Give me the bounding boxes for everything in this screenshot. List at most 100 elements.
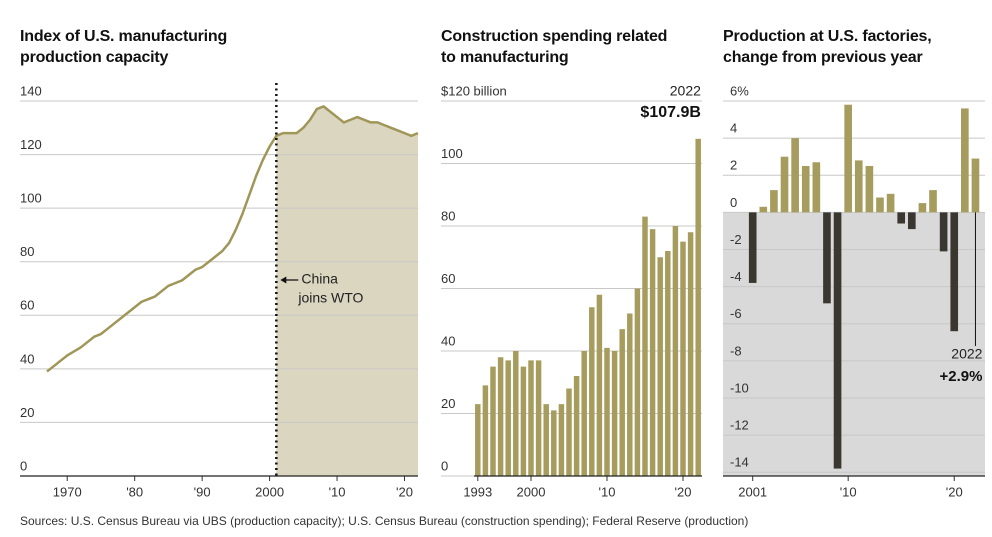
annotation-value: $107.9B bbox=[640, 104, 701, 121]
bar bbox=[596, 294, 603, 476]
bar bbox=[482, 385, 489, 476]
bar bbox=[634, 288, 641, 476]
bar bbox=[551, 410, 557, 476]
chart-title: Production at U.S. factories, change fro… bbox=[723, 28, 932, 66]
bar bbox=[907, 212, 916, 230]
y-tick-label: $120 billion bbox=[441, 83, 507, 98]
y-tick-label: -4 bbox=[730, 269, 742, 284]
x-tick-label: '20 bbox=[946, 484, 963, 499]
x-tick-label: 2000 bbox=[517, 484, 546, 499]
bar bbox=[748, 212, 757, 283]
y-tick-label: 60 bbox=[441, 271, 455, 286]
bar bbox=[897, 212, 906, 224]
x-tick-label: 2000 bbox=[255, 484, 284, 499]
line bbox=[46, 105, 419, 373]
x-tick-label: 1970 bbox=[53, 484, 82, 499]
bar bbox=[950, 212, 959, 332]
bar bbox=[854, 160, 863, 213]
y-tick-label: -12 bbox=[730, 418, 749, 433]
bar bbox=[823, 212, 831, 304]
bar bbox=[886, 193, 895, 213]
bar bbox=[665, 251, 671, 476]
bar bbox=[844, 104, 852, 213]
bar bbox=[929, 190, 937, 213]
y-tick-label: -6 bbox=[730, 306, 742, 321]
y-tick-label: -2 bbox=[730, 232, 742, 247]
bar bbox=[581, 351, 587, 476]
chart-title: Index of U.S. manufacturing production c… bbox=[20, 28, 228, 66]
y-tick-label: 0 bbox=[730, 195, 737, 210]
bar bbox=[918, 203, 927, 213]
y-tick-label: 60 bbox=[20, 298, 34, 313]
annotation-text: China bbox=[301, 271, 338, 287]
y-tick-label: 100 bbox=[441, 146, 463, 161]
y-tick-label: 2 bbox=[730, 158, 737, 173]
x-tick-label: '20 bbox=[675, 484, 692, 499]
bar bbox=[971, 158, 980, 213]
annotation-text: joins WTO bbox=[297, 290, 363, 306]
footer: Sources: U.S. Census Bureau via UBS (pro… bbox=[20, 514, 749, 528]
chart-title: Construction spending related to manufac… bbox=[441, 28, 668, 66]
bar bbox=[558, 404, 565, 476]
bar bbox=[939, 212, 948, 252]
annotation-label: 2022 bbox=[670, 83, 701, 99]
bar bbox=[535, 360, 542, 476]
bar bbox=[876, 197, 884, 213]
bar bbox=[865, 165, 874, 213]
bar bbox=[589, 307, 595, 476]
bar bbox=[833, 212, 842, 469]
y-tick-label: 0 bbox=[20, 458, 27, 473]
bar bbox=[657, 257, 663, 476]
annotation-label: 2022 bbox=[951, 346, 982, 362]
bar bbox=[566, 388, 572, 476]
bar bbox=[619, 329, 625, 476]
x-tick-label: '10 bbox=[329, 484, 346, 499]
bar bbox=[791, 138, 799, 213]
bar bbox=[961, 108, 969, 213]
y-tick-label: 100 bbox=[20, 191, 42, 206]
bar bbox=[520, 366, 527, 476]
bar bbox=[649, 229, 656, 476]
x-tick-label: 2001 bbox=[738, 484, 767, 499]
bar bbox=[687, 232, 694, 476]
x-tick-label: '90 bbox=[194, 484, 211, 499]
bar bbox=[672, 226, 679, 476]
bar bbox=[642, 216, 648, 476]
y-tick-label: 4 bbox=[730, 121, 737, 136]
bar bbox=[528, 360, 534, 476]
bar bbox=[780, 156, 789, 213]
bar bbox=[497, 357, 504, 476]
y-tick-label: -14 bbox=[730, 455, 749, 470]
y-tick-label: 140 bbox=[20, 83, 42, 98]
bar bbox=[680, 241, 686, 476]
y-tick-label: 80 bbox=[441, 208, 455, 223]
bar bbox=[573, 376, 580, 476]
bar bbox=[543, 404, 549, 476]
bar bbox=[513, 351, 519, 476]
bar bbox=[475, 404, 481, 476]
y-tick-label: -8 bbox=[730, 343, 742, 358]
y-tick-label: 40 bbox=[441, 333, 455, 348]
y-tick-label: 0 bbox=[441, 458, 448, 473]
shaded-area bbox=[276, 106, 418, 476]
bar bbox=[759, 206, 768, 213]
x-tick-label: '10 bbox=[840, 484, 857, 499]
bar bbox=[770, 190, 778, 213]
x-tick-label: '80 bbox=[126, 484, 143, 499]
bar bbox=[604, 347, 610, 476]
y-tick-label: 80 bbox=[20, 244, 34, 259]
y-tick-label: 20 bbox=[441, 396, 455, 411]
bar bbox=[627, 313, 633, 476]
x-tick-label: 1993 bbox=[463, 484, 492, 499]
y-tick-label: -10 bbox=[730, 380, 749, 395]
annotation-arrowhead bbox=[280, 276, 287, 284]
y-tick-label: 120 bbox=[20, 137, 42, 152]
bar bbox=[490, 366, 496, 476]
bar bbox=[695, 138, 701, 476]
x-tick-label: '10 bbox=[599, 484, 616, 499]
bar bbox=[801, 165, 810, 213]
bar bbox=[505, 360, 511, 476]
y-tick-label: 20 bbox=[20, 405, 34, 420]
